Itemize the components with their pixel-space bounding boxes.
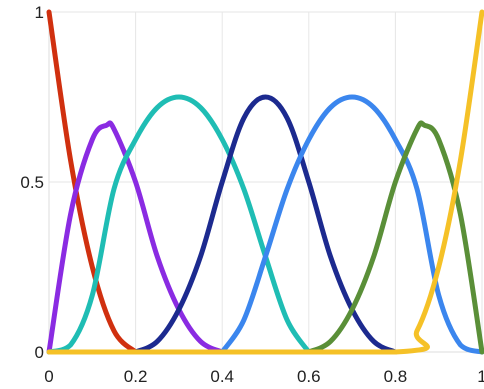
x-tick-label: 0.4 xyxy=(210,367,234,386)
x-tick-label: 0 xyxy=(44,367,53,386)
x-tick-label: 0.6 xyxy=(297,367,321,386)
y-tick-label: 1 xyxy=(35,3,44,22)
x-tick-labels: 0 0.2 0.4 0.6 0.8 1 xyxy=(44,367,484,386)
series-4-line xyxy=(133,94,398,355)
series-1-line xyxy=(46,9,139,355)
plot-area xyxy=(46,9,484,355)
series-2-line xyxy=(46,120,225,355)
series-5-line xyxy=(219,94,484,355)
x-tick-label: 1 xyxy=(477,367,484,386)
x-tick-label: 0.2 xyxy=(124,367,148,386)
series-7-line xyxy=(46,9,484,355)
series-6-line xyxy=(306,120,484,355)
y-tick-label: 0.5 xyxy=(20,173,44,192)
y-tick-labels: 00.51 xyxy=(20,3,44,362)
y-tick-label: 0 xyxy=(35,343,44,362)
x-tick-label: 0.8 xyxy=(384,367,408,386)
